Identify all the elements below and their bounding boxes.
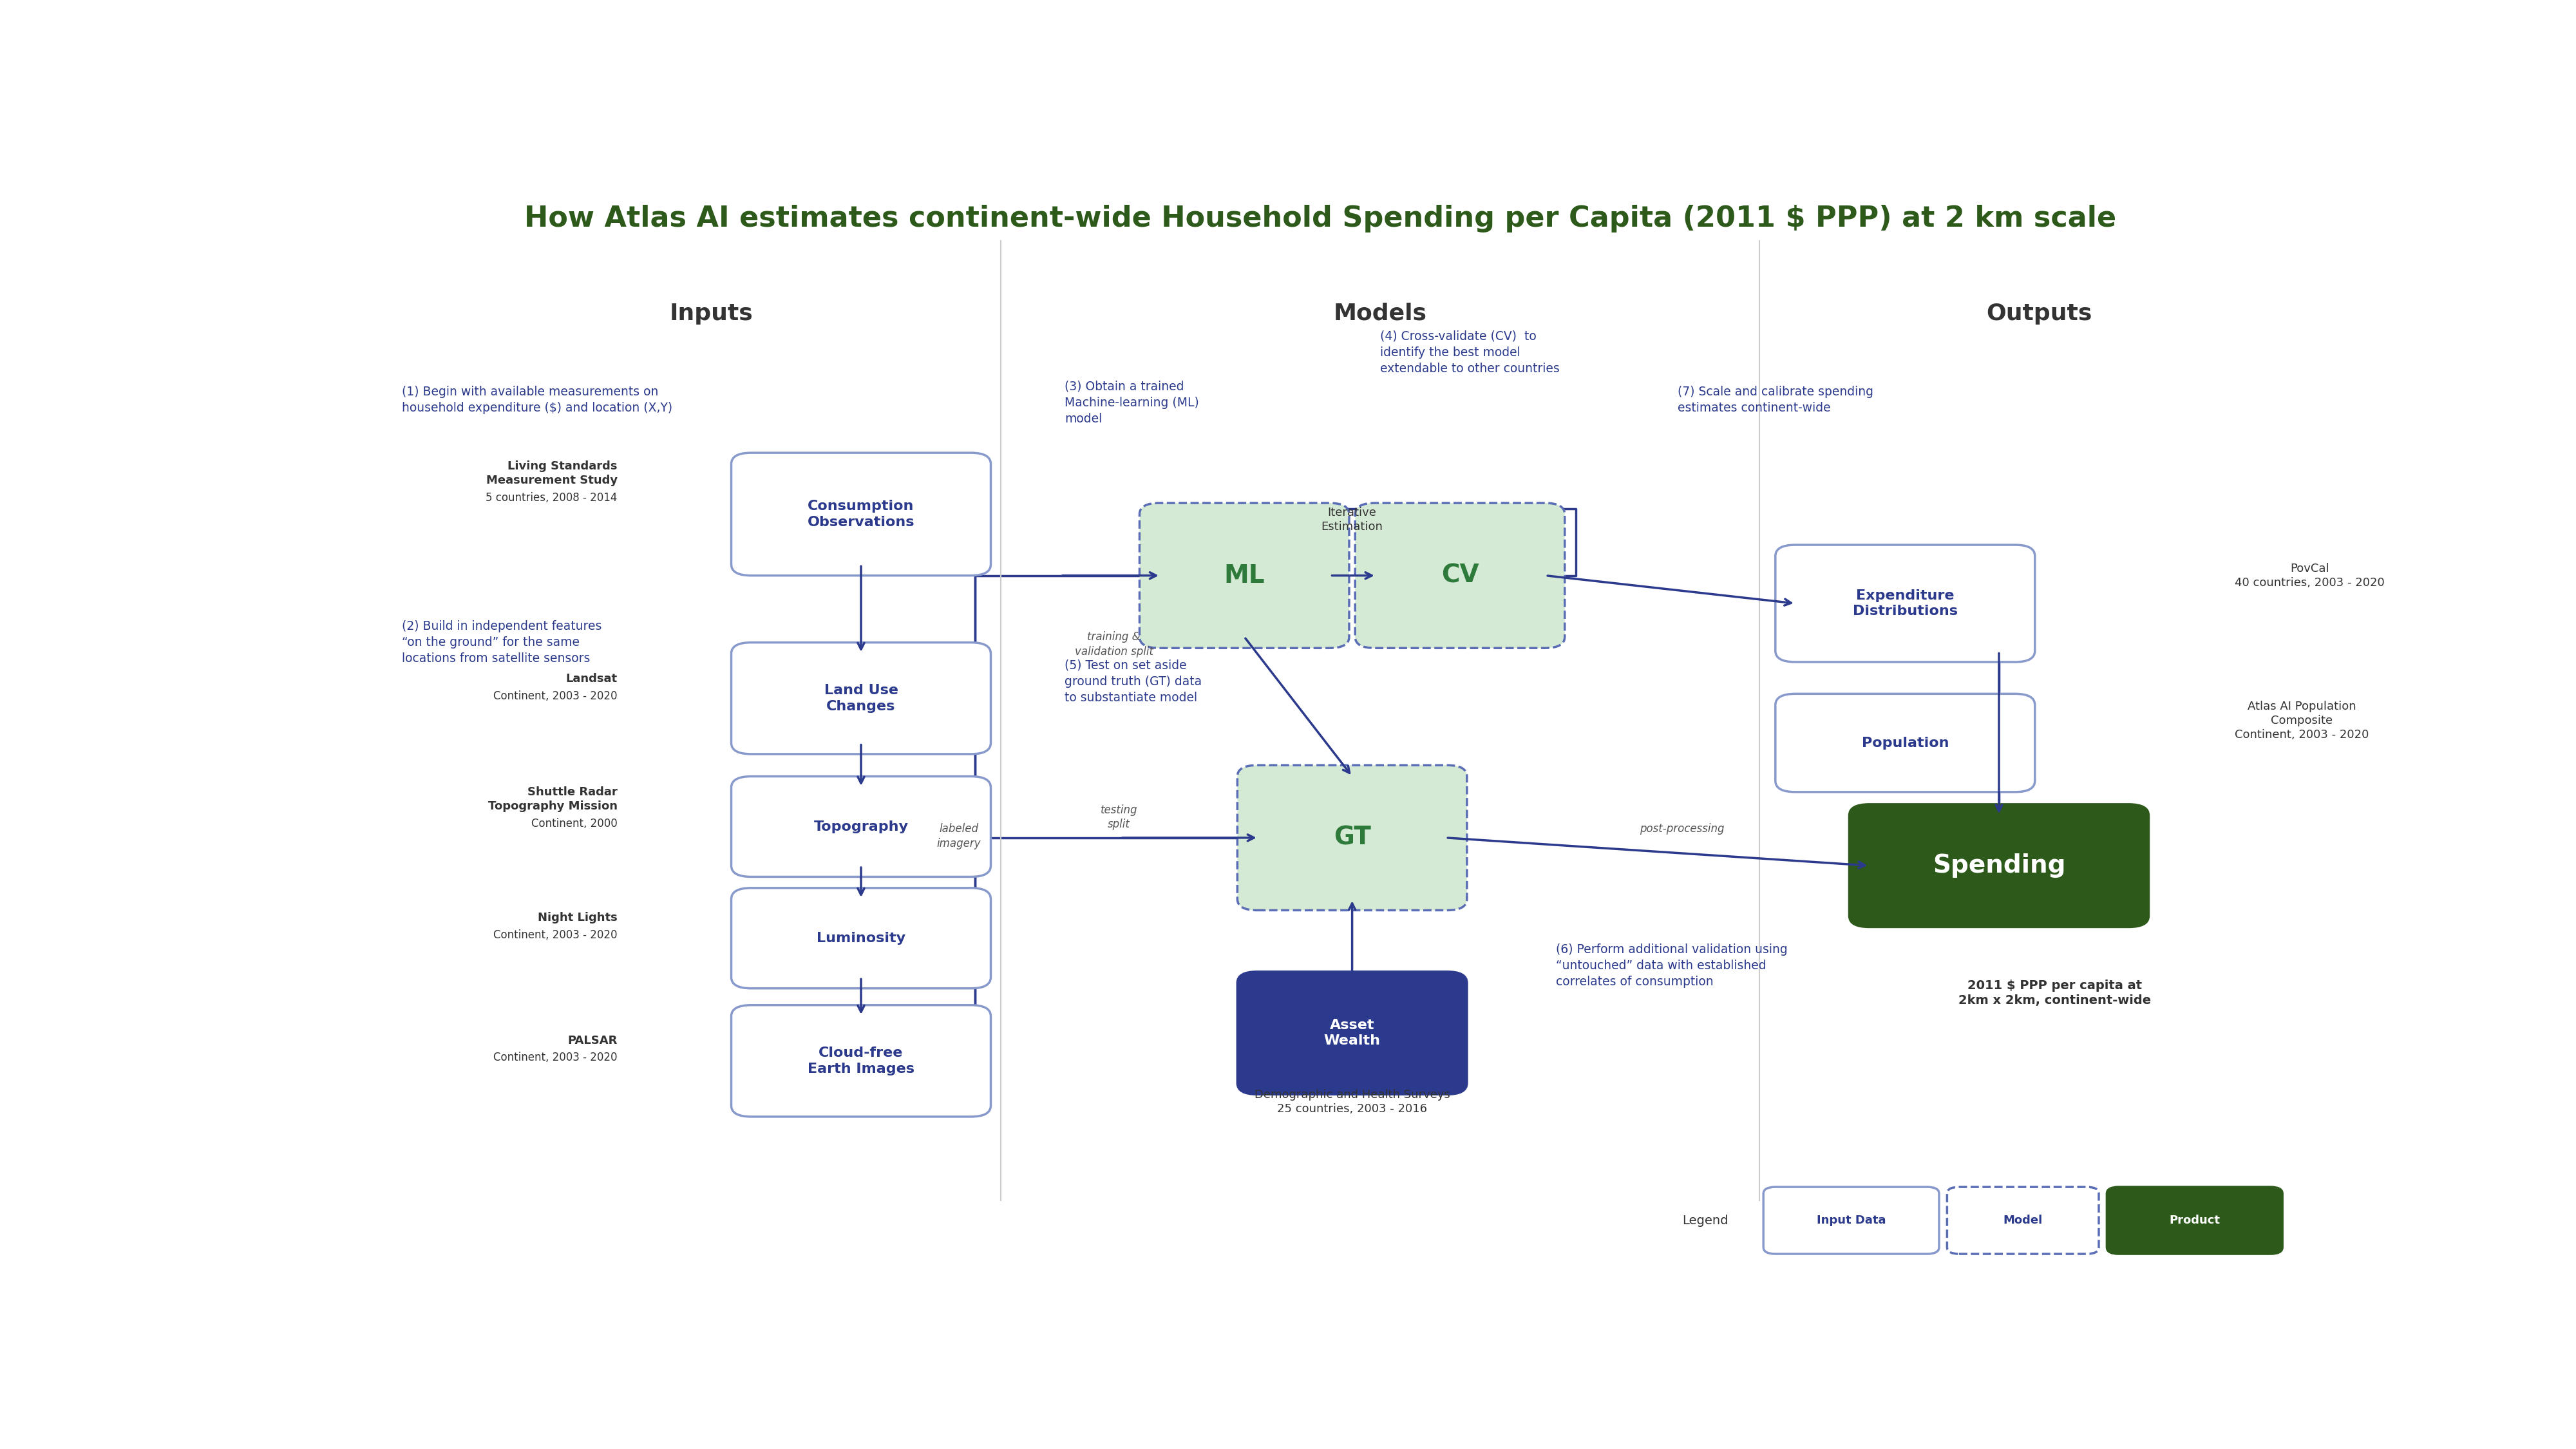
Text: Continent, 2003 - 2020: Continent, 2003 - 2020 <box>495 1052 618 1064</box>
Text: Population: Population <box>1862 736 1950 749</box>
FancyBboxPatch shape <box>1236 972 1466 1094</box>
Text: (5) Test on set aside
ground truth (GT) data
to substantiate model: (5) Test on set aside ground truth (GT) … <box>1064 659 1203 704</box>
Text: GT: GT <box>1334 826 1370 851</box>
Text: PovCal
40 countries, 2003 - 2020: PovCal 40 countries, 2003 - 2020 <box>2233 562 2385 588</box>
Text: Night Lights: Night Lights <box>538 911 618 923</box>
FancyBboxPatch shape <box>732 642 992 753</box>
FancyBboxPatch shape <box>2107 1187 2282 1253</box>
FancyBboxPatch shape <box>732 888 992 988</box>
Text: post-processing: post-processing <box>1641 823 1723 835</box>
Text: Spending: Spending <box>1932 853 2066 878</box>
Text: Topography: Topography <box>814 820 909 833</box>
Text: (1) Begin with available measurements on
household expenditure ($) and location : (1) Begin with available measurements on… <box>402 385 672 414</box>
Text: Models: Models <box>1334 303 1427 325</box>
FancyBboxPatch shape <box>732 777 992 877</box>
Text: Asset
Wealth: Asset Wealth <box>1324 1019 1381 1048</box>
FancyBboxPatch shape <box>732 1006 992 1117</box>
Text: Cloud-free
Earth Images: Cloud-free Earth Images <box>809 1046 914 1075</box>
Text: Legend: Legend <box>1682 1214 1728 1226</box>
Text: Continent, 2003 - 2020: Continent, 2003 - 2020 <box>495 929 618 940</box>
Text: Expenditure
Distributions: Expenditure Distributions <box>1852 588 1958 617</box>
Text: (3) Obtain a trained
Machine-learning (ML)
model: (3) Obtain a trained Machine-learning (M… <box>1064 380 1198 425</box>
Text: Iterative
Estimation: Iterative Estimation <box>1321 507 1383 533</box>
Text: Landsat: Landsat <box>567 674 618 685</box>
Text: Model: Model <box>2004 1214 2043 1226</box>
Text: 5 countries, 2008 - 2014: 5 countries, 2008 - 2014 <box>487 491 618 503</box>
FancyBboxPatch shape <box>1139 503 1350 648</box>
Text: 2011 $ PPP per capita at
2km x 2km, continent-wide: 2011 $ PPP per capita at 2km x 2km, cont… <box>1958 980 2151 1007</box>
Text: Input Data: Input Data <box>1816 1214 1886 1226</box>
FancyBboxPatch shape <box>1850 804 2148 927</box>
Text: Atlas AI Population
Composite
Continent, 2003 - 2020: Atlas AI Population Composite Continent,… <box>2233 700 2370 740</box>
Text: ML: ML <box>1224 564 1265 588</box>
Text: Luminosity: Luminosity <box>817 932 907 945</box>
Text: Demographic and Health Surveys
25 countries, 2003 - 2016: Demographic and Health Surveys 25 countr… <box>1255 1088 1450 1114</box>
FancyBboxPatch shape <box>1775 545 2035 662</box>
Text: How Atlas AI estimates continent-wide Household Spending per Capita (2011 $ PPP): How Atlas AI estimates continent-wide Ho… <box>523 204 2117 232</box>
FancyBboxPatch shape <box>1236 765 1466 910</box>
Text: Outputs: Outputs <box>1986 303 2092 325</box>
Text: PALSAR: PALSAR <box>567 1035 618 1046</box>
FancyBboxPatch shape <box>1765 1187 1940 1253</box>
Text: Land Use
Changes: Land Use Changes <box>824 684 899 713</box>
FancyBboxPatch shape <box>1355 503 1564 648</box>
FancyBboxPatch shape <box>1947 1187 2099 1253</box>
Text: training &
validation split: training & validation split <box>1074 632 1154 658</box>
Text: Continent, 2003 - 2020: Continent, 2003 - 2020 <box>495 691 618 703</box>
Text: CV: CV <box>1440 564 1479 588</box>
Text: testing
split: testing split <box>1100 804 1139 830</box>
Text: (2) Build in independent features
“on the ground” for the same
locations from sa: (2) Build in independent features “on th… <box>402 620 603 665</box>
Text: Product: Product <box>2169 1214 2221 1226</box>
Text: (7) Scale and calibrate spending
estimates continent-wide: (7) Scale and calibrate spending estimat… <box>1677 385 1873 414</box>
Text: (6) Perform additional validation using
“untouched” data with established
correl: (6) Perform additional validation using … <box>1556 943 1788 988</box>
FancyBboxPatch shape <box>1775 694 2035 793</box>
Text: Continent, 2000: Continent, 2000 <box>531 817 618 829</box>
Text: (4) Cross-validate (CV)  to
identify the best model
extendable to other countrie: (4) Cross-validate (CV) to identify the … <box>1381 330 1558 374</box>
Text: labeled
imagery: labeled imagery <box>938 823 981 849</box>
Text: Inputs: Inputs <box>670 303 752 325</box>
FancyBboxPatch shape <box>732 454 992 575</box>
Text: Consumption
Observations: Consumption Observations <box>806 500 914 529</box>
Text: Living Standards
Measurement Study: Living Standards Measurement Study <box>487 461 618 487</box>
Text: Shuttle Radar
Topography Mission: Shuttle Radar Topography Mission <box>487 787 618 811</box>
